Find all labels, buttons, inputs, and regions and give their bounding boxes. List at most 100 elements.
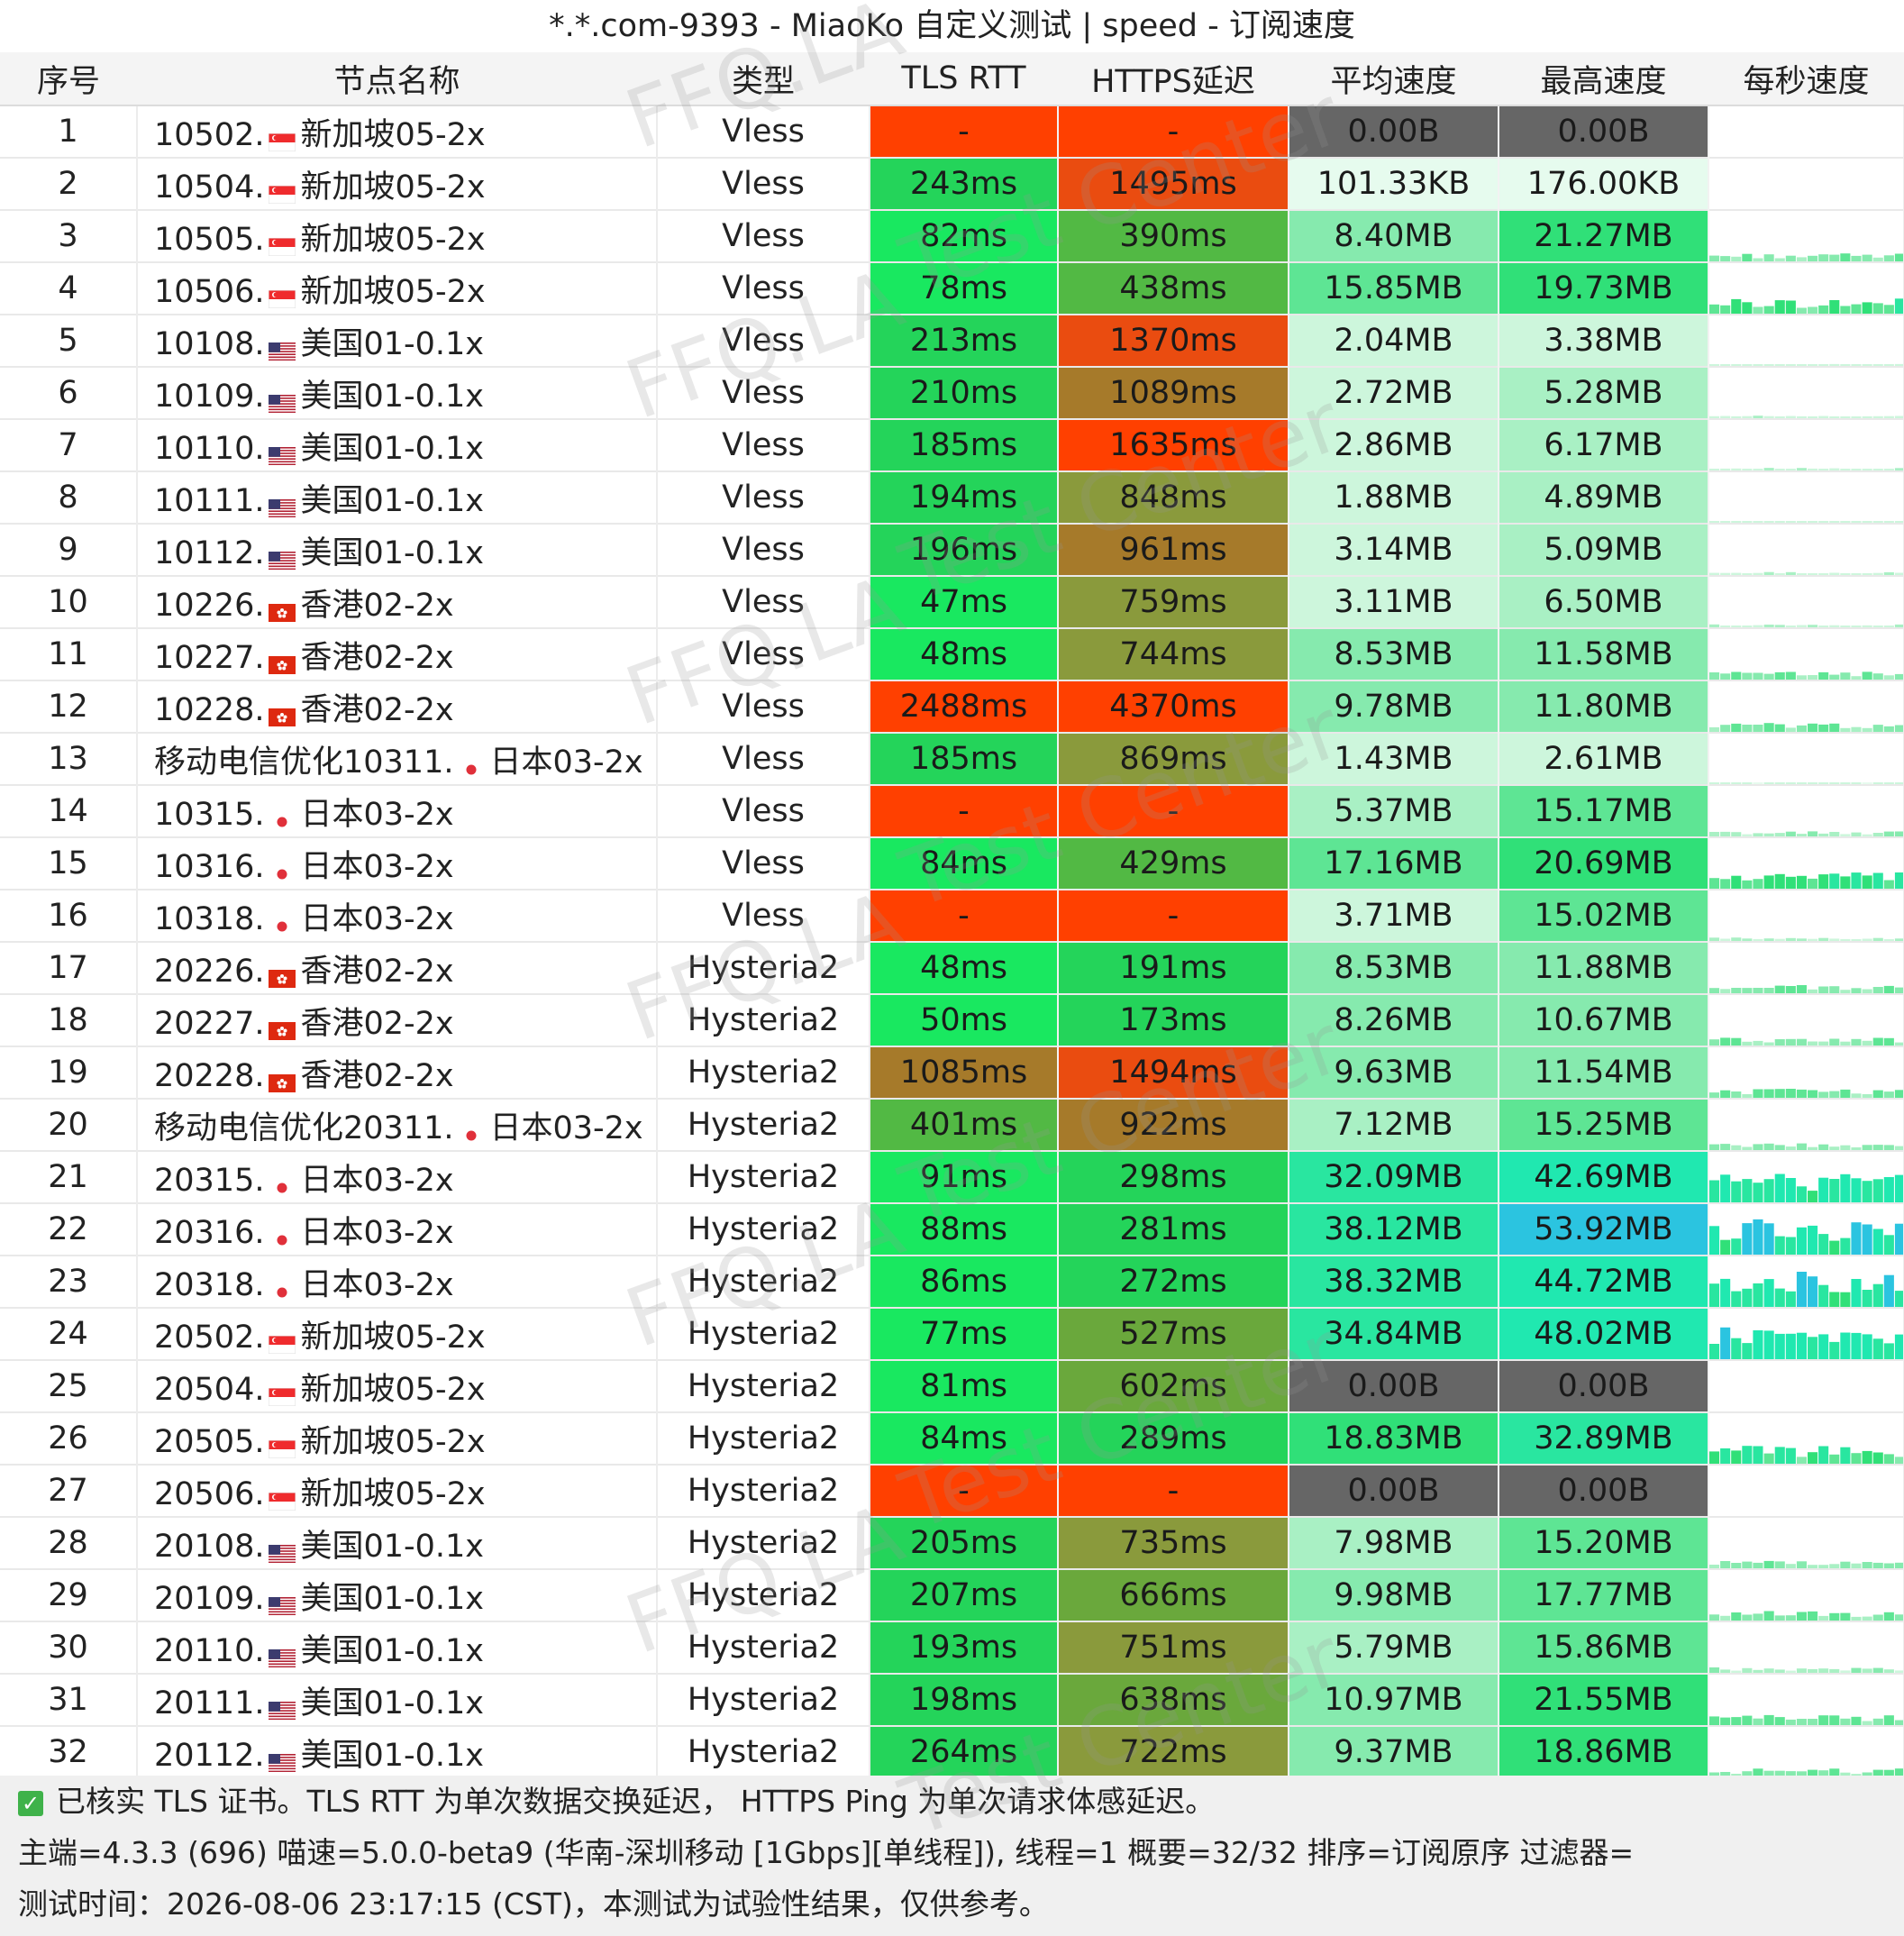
sparkline-chart [1709, 1272, 1902, 1307]
sparkline-bar [1796, 782, 1807, 784]
sparkline-bar [1742, 253, 1753, 261]
table-row[interactable]: 31 20111. 美国01-0.1x Hysteria2 198ms 638ms 10.9… [0, 1673, 1904, 1726]
col-header-avg-speed[interactable]: 平均速度 [1289, 52, 1499, 106]
row-index: 32 [0, 1725, 138, 1777]
sparkline-bar [1872, 673, 1883, 680]
table-row[interactable]: 13 移动电信优化10311. 日本03-2x Vless 185ms 869ms 1.43… [0, 732, 1904, 785]
table-row[interactable]: 28 20108. 美国01-0.1x Hysteria2 205ms 735ms 7.98… [0, 1516, 1904, 1569]
table-row[interactable]: 30 20110. 美国01-0.1x Hysteria2 193ms 751ms 5.79… [0, 1621, 1904, 1674]
sparkline-bar [1742, 782, 1753, 784]
sparkline-bar [1851, 1093, 1862, 1098]
table-row[interactable]: 4 10506. 新加坡05-2x Vless 78ms 438ms 15.85MB 19.7… [0, 261, 1904, 315]
max-speed-cell: 176.00KB [1499, 157, 1709, 210]
node-name-cell: 20228. 香港02-2x [137, 1046, 658, 1099]
table-row[interactable]: 22 20316. 日本03-2x Hysteria2 88ms 281ms 38.12MB… [0, 1202, 1904, 1256]
https-latency-cell: 390ms [1058, 209, 1289, 262]
sparkline-bar [1851, 1222, 1862, 1255]
table-row[interactable]: 27 20506. 新加坡05-2x Hysteria2- -0.00B 0.00B [0, 1464, 1904, 1517]
sparkline-bar [1785, 876, 1796, 889]
https-latency-cell: - [1058, 1464, 1289, 1517]
row-index: 27 [0, 1464, 138, 1517]
sparkline-bar [1808, 1276, 1818, 1307]
sparkline-bar [1840, 1292, 1851, 1307]
max-speed-cell: 19.73MB [1499, 261, 1709, 315]
col-header-type[interactable]: 类型 [657, 52, 870, 106]
sparkline-bar [1796, 1668, 1807, 1673]
sparkline-bar [1862, 364, 1872, 366]
max-speed-cell: 18.86MB [1499, 1725, 1709, 1777]
table-row[interactable]: 19 20228. 香港02-2x Hysteria2 1085ms 1494ms 9.63… [0, 1046, 1904, 1099]
sparkline-bar [1808, 1191, 1818, 1202]
col-header-per-second-speed[interactable]: 每秒速度 [1708, 52, 1904, 106]
table-row[interactable]: 5 10108. 美国01-0.1x Vless 213ms 1370ms 2.04MB 3.… [0, 314, 1904, 367]
tls-rtt-cell: 86ms [870, 1255, 1059, 1308]
table-row[interactable]: 29 20109. 美国01-0.1x Hysteria2 207ms 666ms 9.98… [0, 1568, 1904, 1621]
table-row[interactable]: 8 10111. 美国01-0.1x Vless 194ms 848ms 1.88MB 4.8… [0, 470, 1904, 524]
table-row[interactable]: 2 10504. 新加坡05-2x Vless 243ms 1495ms 101.33KB 1… [0, 157, 1904, 210]
per-second-speed-sparkline [1708, 836, 1904, 890]
avg-speed-cell: 2.86MB [1289, 418, 1499, 471]
avg-speed-cell: 10.97MB [1289, 1673, 1499, 1726]
sparkline-bar [1763, 1714, 1774, 1725]
sparkline-bar [1731, 1181, 1742, 1202]
max-speed-cell: 15.25MB [1499, 1098, 1709, 1151]
table-row[interactable]: 23 20318. 日本03-2x Hysteria2 86ms 272ms 38.32MB… [0, 1255, 1904, 1308]
table-row[interactable]: 1 10502. 新加坡05-2x Vless - -0.00B 0.00B [0, 105, 1904, 158]
max-speed-cell: 21.27MB [1499, 209, 1709, 262]
sparkline-bar [1851, 872, 1862, 889]
tls-rtt-cell: 82ms [870, 209, 1059, 262]
sparkline-bar [1840, 1718, 1851, 1725]
footer-note-text: 已核实 TLS 证书。TLS RTT 为单次数据交换延迟， HTTPS Ping… [56, 1784, 1216, 1819]
table-row[interactable]: 20 移动电信优化20311. 日本03-2x Hysteria2 401ms 922ms… [0, 1098, 1904, 1151]
sparkline-bar [1808, 1225, 1818, 1255]
node-region: 新加坡05-2x [300, 221, 486, 258]
sparkline-bar [1818, 364, 1829, 366]
sparkline-bar [1763, 1668, 1774, 1673]
sparkline-bar [1829, 723, 1840, 732]
col-header-node-name[interactable]: 节点名称 [137, 52, 657, 106]
sparkline-bar [1829, 873, 1840, 889]
sparkline-bar [1753, 258, 1763, 261]
table-row[interactable]: 17 20226. 香港02-2x Hysteria2 48ms 191ms 8.53MB 1… [0, 941, 1904, 994]
col-header-tls-rtt[interactable]: TLS RTT [870, 52, 1058, 106]
sparkline-bar [1753, 625, 1763, 627]
node-type: Vless [657, 105, 870, 158]
table-row[interactable]: 10 10226. 香港02-2x Vless 47ms 759ms 3.11MB 6.50M… [0, 575, 1904, 628]
sparkline-bar [1731, 782, 1742, 784]
tls-rtt-cell: 84ms [870, 1411, 1059, 1465]
us-flag-icon [269, 489, 296, 517]
max-speed-cell: 11.80MB [1499, 680, 1709, 733]
sparkline-bar [1796, 1612, 1807, 1621]
table-row[interactable]: 7 10110. 美国01-0.1x Vless 185ms 1635ms 2.86MB 6.… [0, 418, 1904, 471]
node-type: Hysteria2 [657, 1359, 870, 1412]
col-header-https-latency[interactable]: HTTPS延迟 [1058, 52, 1289, 106]
sg-flag-icon [268, 1483, 296, 1511]
table-row[interactable]: 26 20505. 新加坡05-2x Hysteria2 84ms 289ms 18.83M… [0, 1411, 1904, 1465]
col-header-index[interactable]: 序号 [0, 52, 137, 106]
table-row[interactable]: 14 10315. 日本03-2x Vless - -5.37MB 15.17MB [0, 784, 1904, 837]
table-row[interactable]: 9 10112. 美国01-0.1x Vless 196ms 961ms 3.14MB 5.0… [0, 523, 1904, 576]
table-row[interactable]: 32 20112. 美国01-0.1x Hysteria2 264ms 722ms 9.37… [0, 1725, 1904, 1777]
table-row[interactable]: 25 20504. 新加坡05-2x Hysteria2 81ms 602ms 0.00B 0… [0, 1359, 1904, 1412]
table-row[interactable]: 24 20502. 新加坡05-2x Hysteria2 77ms 527ms 34.84M… [0, 1307, 1904, 1360]
table-row[interactable]: 12 10228. 香港02-2x Vless 2488ms 4370ms 9.78MB 11… [0, 680, 1904, 733]
table-row[interactable]: 3 10505. 新加坡05-2x Vless 82ms 390ms 8.40MB 21.27… [0, 209, 1904, 262]
table-row[interactable]: 16 10318. 日本03-2x Vless - -3.71MB 15.02MB [0, 889, 1904, 942]
sparkline-chart [1709, 1327, 1902, 1359]
table-row[interactable]: 11 10227. 香港02-2x Vless 48ms 744ms 8.53MB 11.58… [0, 627, 1904, 680]
sparkline-bar [1851, 626, 1862, 627]
sparkline-bar [1753, 988, 1763, 993]
tls-rtt-cell: 91ms [870, 1150, 1059, 1203]
table-row[interactable]: 6 10109. 美国01-0.1x Vless 210ms 1089ms 2.72MB 5.… [0, 366, 1904, 419]
sparkline-bar [1808, 573, 1818, 575]
sparkline-bar [1709, 1716, 1720, 1725]
col-header-max-speed[interactable]: 最高速度 [1499, 52, 1708, 106]
table-row[interactable]: 21 20315. 日本03-2x Hysteria2 91ms 298ms 32.09MB… [0, 1150, 1904, 1203]
node-name-cell: 10506. 新加坡05-2x [137, 261, 658, 315]
node-name-cell: 10109. 美国01-0.1x [137, 366, 658, 419]
sparkline-bar [1720, 1717, 1731, 1725]
table-row[interactable]: 18 20227. 香港02-2x Hysteria2 50ms 173ms 8.26MB 1… [0, 993, 1904, 1046]
sparkline-bar [1720, 626, 1731, 627]
table-row[interactable]: 15 10316. 日本03-2x Vless 84ms 429ms 17.16MB 20.6… [0, 836, 1904, 890]
sparkline-bar [1720, 1278, 1731, 1307]
